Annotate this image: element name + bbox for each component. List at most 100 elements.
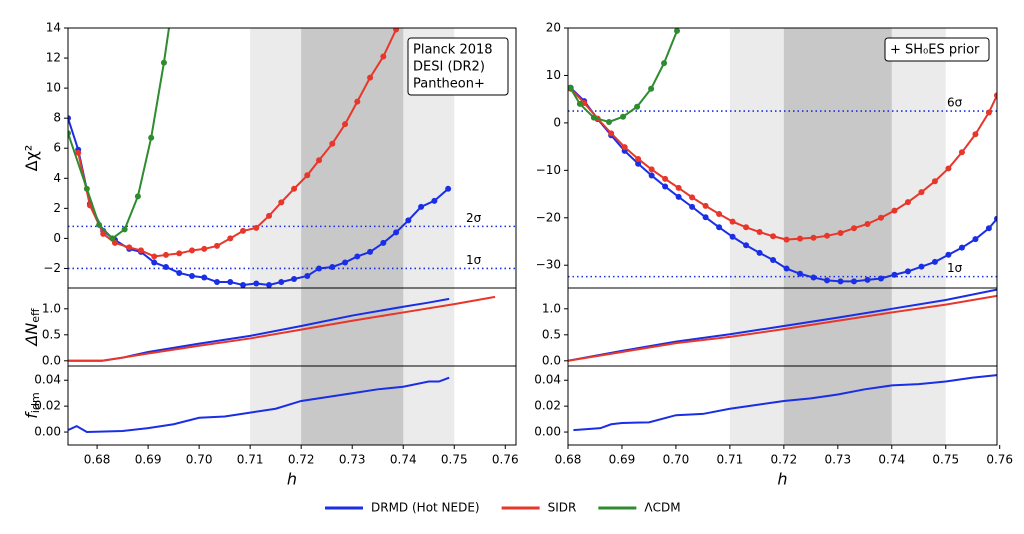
marker [864,276,871,283]
marker [743,242,750,249]
marker [431,197,438,204]
marker [810,274,817,281]
y-axis-label-sub: idm [29,392,42,413]
x-axis-label: h [287,470,297,489]
x-tick-label: 0.73 [824,453,851,467]
marker [877,275,884,282]
annotation-text: + SH₀ES prior [890,43,980,58]
x-axis-label: h [777,470,787,489]
y-tick-label: 0.5 [42,327,61,341]
marker [824,232,831,239]
marker [380,53,387,60]
marker [824,277,831,284]
marker [620,113,627,120]
y-axis-label: Δχ² [22,145,41,172]
x-tick-label: 0.69 [609,453,636,467]
marker [354,253,361,260]
x-tick-label: 0.75 [932,453,959,467]
plot-area [568,288,997,366]
y-tick-label: 0.02 [34,399,61,413]
marker [675,193,682,200]
marker [674,28,681,34]
y-tick-label: 0.0 [542,353,561,367]
marker [864,220,871,227]
y-axis-label: fidm [22,392,43,418]
marker [985,109,992,116]
marker [608,130,615,137]
marker [75,149,82,156]
y-tick-label: −2 [43,261,61,275]
y-tick-label: 8 [53,111,61,125]
annotation-text: DESI (DR2) [413,60,485,75]
marker [253,224,260,231]
series-line [68,28,170,240]
marker [266,212,273,219]
marker [770,233,777,240]
x-tick-label: 0.68 [84,453,111,467]
y-tick-label: 0.0 [42,353,61,367]
marker [126,244,133,251]
marker [770,257,777,264]
frame [67,365,517,446]
x-tick-label: 0.68 [555,453,582,467]
series-line [68,295,496,362]
marker [227,278,234,285]
sigma-label: 6σ [947,96,963,110]
marker [329,140,336,147]
marker [756,249,763,256]
marker [606,118,613,125]
marker [134,193,141,200]
marker [877,214,884,221]
series-line [569,30,678,123]
marker [96,221,103,228]
marker [201,245,208,252]
marker [213,242,220,249]
marker [304,172,311,179]
marker [837,278,844,285]
y-tick-label: 10 [46,81,61,95]
marker [109,235,116,242]
marker [662,175,669,182]
y-axis-label-sub: eff [29,308,42,323]
marker [418,203,425,210]
marker [729,218,736,225]
plot-area [568,28,997,288]
marker [151,253,158,260]
marker [342,259,349,266]
marker [304,272,311,279]
annotation-box [407,37,509,96]
marker [635,160,642,167]
x-tick-label: 0.75 [441,453,468,467]
marker [756,229,763,236]
marker [240,281,247,288]
marker [227,235,234,242]
x-tick-label: 0.72 [288,453,315,467]
marker [201,274,208,281]
marker [904,268,911,275]
marker [83,185,90,192]
legend-label: DRMD (Hot NEDE) [371,501,480,515]
marker [783,265,790,272]
marker [702,214,709,221]
marker [783,236,790,243]
y-tick-label: −10 [536,163,561,177]
y-tick-label: 2 [53,201,61,215]
marker [160,59,167,66]
marker [240,227,247,234]
y-tick-label: 6 [53,141,61,155]
annotation-box [884,37,990,62]
marker [111,239,118,246]
marker [958,244,965,251]
marker [904,199,911,206]
y-tick-label: 0.04 [534,373,561,387]
x-tick-label: 0.71 [717,453,744,467]
marker [329,263,336,270]
marker [621,144,628,151]
marker [931,178,938,185]
marker [148,134,155,141]
y-tick-label: 0.00 [534,425,561,439]
y-tick-label: 0.00 [34,425,61,439]
marker [380,239,387,246]
marker [648,166,655,173]
marker [797,235,804,242]
